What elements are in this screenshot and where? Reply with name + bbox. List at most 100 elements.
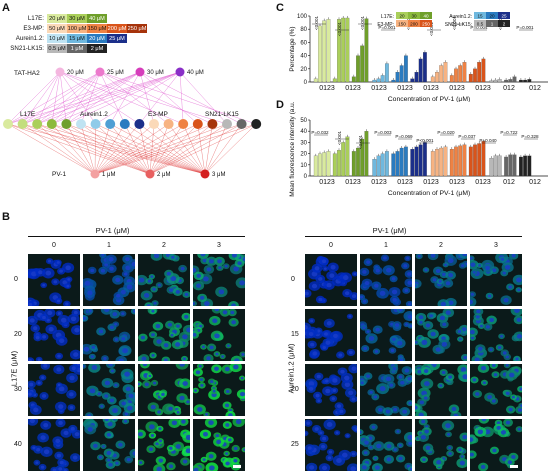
network-node <box>76 119 86 129</box>
x-group-label: 0123 <box>319 85 335 92</box>
network-node <box>134 119 145 129</box>
p-value-label: <0.001 <box>337 130 342 145</box>
bar <box>356 147 360 177</box>
legend-value: 1 <box>491 22 494 27</box>
bar <box>326 19 331 83</box>
concentration-axis-label: L17E (μM) <box>9 350 19 387</box>
bar <box>497 79 502 83</box>
legend-label: L17E: <box>381 14 394 20</box>
bar <box>519 79 523 83</box>
column-label: 2 <box>162 242 166 249</box>
y-tick-label: 50 <box>300 118 307 124</box>
node-label-aurein: Aurein1.2 <box>80 111 108 118</box>
bar <box>322 20 327 83</box>
node-label-sn21: SN21-LK15 <box>205 111 239 118</box>
node-label-l17e: L17E <box>20 111 36 118</box>
x-group-label: 0123 <box>449 179 465 186</box>
legend-row-label: L17E: <box>27 15 44 22</box>
microscopy-image <box>138 364 190 416</box>
p-value-label: P=0.037 <box>458 134 476 139</box>
bar <box>404 55 408 83</box>
x-group-label: 0123 <box>371 85 387 92</box>
network-node <box>200 169 210 179</box>
legend-swatch: 2 μM <box>87 44 107 53</box>
bar <box>473 144 477 177</box>
row-label: 20 <box>291 386 299 393</box>
legend-value: 30 <box>411 14 417 19</box>
panel-label-d: D <box>276 99 284 111</box>
y-axis-label: Percentage (%) <box>289 26 296 71</box>
microscopy-image <box>193 254 245 306</box>
microscopy-image <box>83 419 135 471</box>
legend-row-label: Aurein1.2: <box>15 35 44 42</box>
network-node <box>175 67 185 77</box>
bar <box>337 150 341 177</box>
bar <box>360 138 365 177</box>
bar <box>414 146 419 177</box>
bar <box>508 154 513 177</box>
microscopy-image <box>138 419 190 471</box>
p-value-label: <0.001 <box>314 15 319 30</box>
x-group-label: 0123 <box>449 85 465 92</box>
scale-bar <box>510 465 518 468</box>
y-tick-label: 0 <box>304 174 308 180</box>
p-value-label: P=0.001 <box>378 25 396 30</box>
bar <box>414 71 419 83</box>
microscopy-image <box>305 419 357 471</box>
network-node <box>90 169 100 179</box>
bar <box>372 159 377 177</box>
bar <box>404 146 408 177</box>
y-tick-label: 100 <box>297 14 308 20</box>
p-value-label: P=0.328 <box>521 134 539 139</box>
network-node <box>145 169 155 179</box>
node-label: 2 μM <box>157 172 170 178</box>
bar <box>356 55 360 83</box>
y-tick-label: 20 <box>300 152 307 158</box>
bar <box>410 149 415 177</box>
bar <box>462 144 467 177</box>
legend-value: 0.5 <box>477 22 484 27</box>
network-node <box>32 119 43 129</box>
bar <box>345 17 350 83</box>
legend-swatch: 50 μM <box>47 24 67 33</box>
x-group-label: 012 <box>503 85 515 92</box>
microscopy-image <box>415 419 467 471</box>
pv1-header: PV-1 (μM) <box>95 226 130 235</box>
legend-value: 20 <box>399 14 405 19</box>
concentration-axis-label: Aurein1.2 (μM) <box>286 343 296 394</box>
microscopy-image <box>360 364 412 416</box>
microscopy-image <box>193 419 245 471</box>
pv1-header-rule <box>305 236 522 237</box>
microscopy-image <box>28 309 80 361</box>
bar <box>462 62 467 83</box>
microscopy-image <box>360 309 412 361</box>
microscopy-image <box>470 254 522 306</box>
bar <box>313 155 318 177</box>
bar <box>391 79 396 83</box>
column-label: 1 <box>107 242 111 249</box>
microscopy-image <box>28 364 80 416</box>
legend-swatch: 100 μM <box>67 24 87 33</box>
bar <box>439 65 444 83</box>
y-tick-label: 40 <box>300 129 307 135</box>
network-node <box>251 119 262 129</box>
x-group-label: 0123 <box>423 179 439 186</box>
bar <box>512 154 517 177</box>
column-label: 2 <box>439 242 443 249</box>
p-value-label: P<0.001 <box>416 138 434 143</box>
row-label: 40 <box>14 441 22 448</box>
panel-label-a: A <box>2 2 10 14</box>
microscopy-image <box>305 309 357 361</box>
bar <box>318 25 322 83</box>
network-node <box>163 119 174 129</box>
network-node <box>55 67 65 77</box>
bar <box>430 151 435 177</box>
bar <box>477 62 482 83</box>
p-value-label: P=0.069 <box>395 134 413 139</box>
microscopy-image <box>360 254 412 306</box>
x-axis-label: Concentration of PV-1 (μM) <box>388 96 471 102</box>
bar <box>449 149 454 177</box>
legend-row: Aurein1.2: 10 μM 15 μM 20 μM 25 μM <box>8 34 127 43</box>
x-group-label: 0123 <box>371 179 387 186</box>
